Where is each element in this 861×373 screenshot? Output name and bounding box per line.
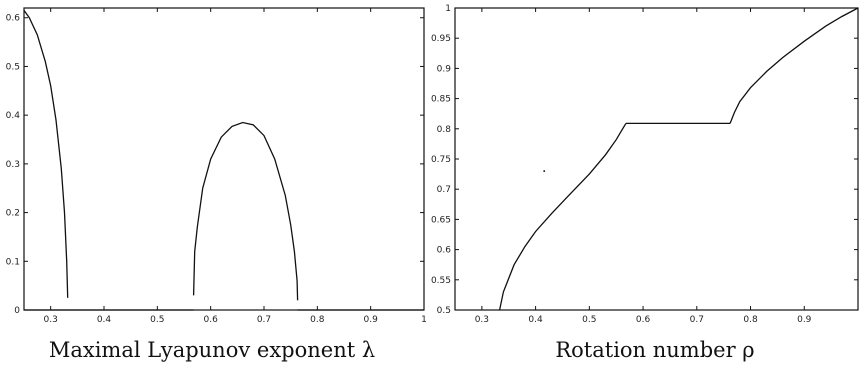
lyapunov-x-tick-label: 1 — [421, 315, 427, 325]
rotation-y-tick-label: 0.65 — [431, 215, 451, 225]
rotation-data-dot — [543, 170, 546, 172]
lyapunov-x-tick-label: 0.3 — [44, 315, 58, 325]
rotation-y-tick-label: 0.7 — [437, 185, 451, 195]
rotation-x-tick-label: 0.5 — [582, 315, 596, 325]
rotation-y-tick-label: 0.9 — [437, 64, 452, 74]
lyapunov-y-tick-label: 0.3 — [6, 160, 20, 170]
rotation-y-tick-label: 0.55 — [431, 276, 451, 286]
rotation-x-tick-label: 0.4 — [528, 315, 543, 325]
rotation-y-tick-label: 0.85 — [431, 95, 451, 105]
lyapunov-x-tick-label: 0.6 — [204, 315, 219, 325]
lyapunov-plot-frame — [23, 7, 425, 311]
lyapunov-x-tick-label: 0.9 — [364, 315, 379, 325]
rotation-x-tick-label: 0.6 — [636, 315, 651, 325]
rotation-curve-segment — [498, 123, 627, 311]
lyapunov-x-tick-label: 0.7 — [257, 315, 271, 325]
rotation-caption: Rotation number ρ — [555, 338, 754, 362]
lyapunov-x-tick-label: 0.4 — [97, 315, 112, 325]
rotation-y-tick-label: 0.75 — [431, 155, 451, 165]
rotation-number-chart: 0.3 0.4 0.5 0.6 0.7 0.8 0.9 0.5 0.55 0.6 0.65 0.7 0.… — [431, 4, 859, 325]
lyapunov-y-tick-label: 0.5 — [6, 62, 20, 72]
lyapunov-y-tick-label: 0.6 — [6, 14, 21, 24]
lyapunov-curve-segment — [192, 121, 299, 301]
rotation-y-tick-label: 0.8 — [437, 125, 452, 135]
lyapunov-y-tick-label: 0 — [14, 306, 20, 316]
lyapunov-y-tick-label: 0.1 — [6, 257, 20, 267]
rotation-x-tick-label: 0.9 — [797, 315, 812, 325]
lyapunov-x-tick-label: 0.8 — [310, 315, 325, 325]
rotation-y-tick-label: 0.95 — [431, 34, 451, 44]
rotation-x-tick-label: 0.3 — [475, 315, 489, 325]
rotation-x-tick-label: 0.8 — [743, 315, 758, 325]
rotation-y-tick-label: 0.6 — [437, 246, 452, 256]
rotation-y-tick-label: 1 — [445, 4, 451, 14]
lyapunov-chart: 0.3 0.4 0.5 0.6 0.7 0.8 0.9 1 0 0.1 0.2 0.3 0.4 0.5 0.… — [6, 7, 427, 325]
lyapunov-curve-segment — [23, 10, 69, 298]
lyapunov-x-tick-label: 0.5 — [150, 315, 164, 325]
lyapunov-y-tick-label: 0.2 — [6, 209, 20, 219]
rotation-curve-segment — [729, 7, 859, 124]
lyapunov-y-tick-label: 0.4 — [6, 111, 21, 121]
rotation-plot-frame — [454, 7, 859, 311]
lyapunov-caption: Maximal Lyapunov exponent λ — [49, 338, 375, 362]
rotation-y-tick-label: 0.5 — [437, 306, 451, 316]
rotation-x-tick-label: 0.7 — [690, 315, 704, 325]
